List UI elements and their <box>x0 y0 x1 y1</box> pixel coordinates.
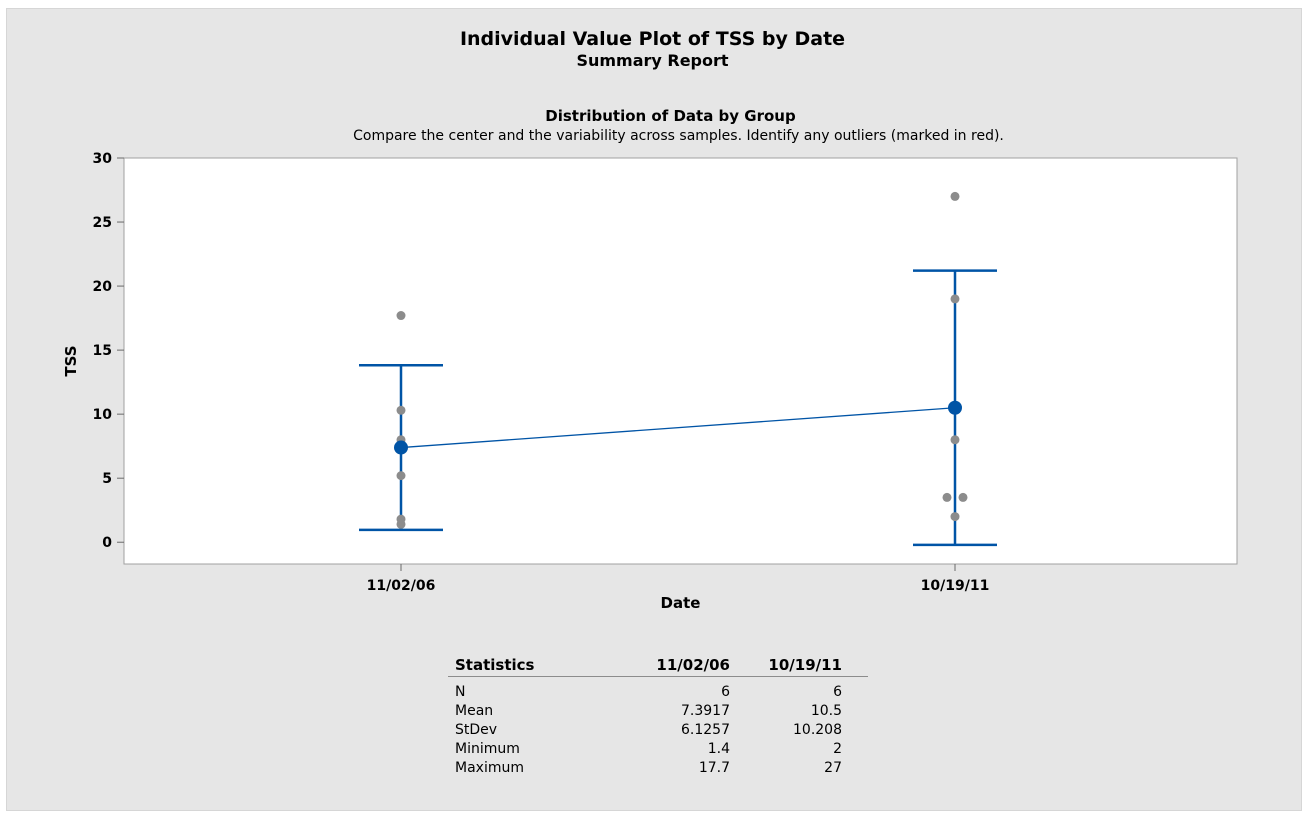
statistics-label: Mean <box>455 702 494 719</box>
y-tick-label: 25 <box>93 215 112 231</box>
data-point <box>396 514 406 524</box>
y-tick-label: 10 <box>93 407 113 423</box>
mean-marker <box>948 400 962 415</box>
statistics-row-stdev: StDev 6.1257 10.208 <box>448 720 868 739</box>
statistics-row-mean: Mean 7.3917 10.5 <box>448 701 868 720</box>
statistics-value: 10.5 <box>810 702 842 719</box>
statistics-row-n: N 6 6 <box>448 682 868 701</box>
y-tick-label: 20 <box>93 279 113 295</box>
statistics-value: 6.1257 <box>681 721 730 738</box>
x-axis-label: Date <box>661 594 701 612</box>
statistics-header-label: Statistics <box>455 656 535 674</box>
statistics-value: 1.4 <box>707 740 730 757</box>
mean-connect-line <box>400 407 956 449</box>
statistics-label: StDev <box>455 721 498 738</box>
mean-marker <box>394 440 408 455</box>
statistics-value: 10.208 <box>793 721 842 738</box>
data-point <box>950 512 960 522</box>
section-title: Distribution of Data by Group <box>545 107 796 125</box>
statistics-label: N <box>455 683 466 700</box>
statistics-label: Minimum <box>455 740 520 757</box>
data-point <box>950 435 960 445</box>
y-tick-label: 15 <box>93 343 112 359</box>
y-tick-label: 5 <box>102 471 112 487</box>
statistics-header-group-2: 10/19/11 <box>768 656 842 674</box>
statistics-row-minimum: Minimum 1.4 2 <box>448 739 868 758</box>
data-point <box>396 311 406 321</box>
data-point <box>942 492 952 502</box>
data-point <box>950 294 960 304</box>
data-point <box>396 405 406 415</box>
x-tick-label: 11/02/06 <box>367 578 436 594</box>
statistics-value: 6 <box>833 683 842 700</box>
x-tick-label: 10/19/11 <box>921 578 990 594</box>
statistics-value: 6 <box>721 683 730 700</box>
y-tick-label: 30 <box>93 151 113 167</box>
statistics-header-row: Statistics 11/02/06 10/19/11 <box>448 654 868 677</box>
statistics-row-maximum: Maximum 17.7 27 <box>448 758 868 777</box>
statistics-header-group-1: 11/02/06 <box>656 656 730 674</box>
data-point <box>958 492 968 502</box>
report-title: Individual Value Plot of TSS by Date <box>459 28 846 50</box>
statistics-value: 17.7 <box>698 759 730 776</box>
report-subtitle: Summary Report <box>576 51 729 70</box>
y-tick-label: 0 <box>102 535 112 551</box>
statistics-table: Statistics 11/02/06 10/19/11 N 6 6 Mean … <box>448 654 868 777</box>
statistics-label: Maximum <box>455 759 524 776</box>
section-subtitle: Compare the center and the variability a… <box>353 128 1004 144</box>
statistics-value: 27 <box>824 759 842 776</box>
statistics-value: 7.3917 <box>681 702 730 719</box>
data-point <box>950 191 960 201</box>
y-axis-label: TSS <box>62 345 80 376</box>
statistics-value: 2 <box>833 740 842 757</box>
data-point <box>396 471 406 481</box>
plot-area <box>123 157 1238 565</box>
